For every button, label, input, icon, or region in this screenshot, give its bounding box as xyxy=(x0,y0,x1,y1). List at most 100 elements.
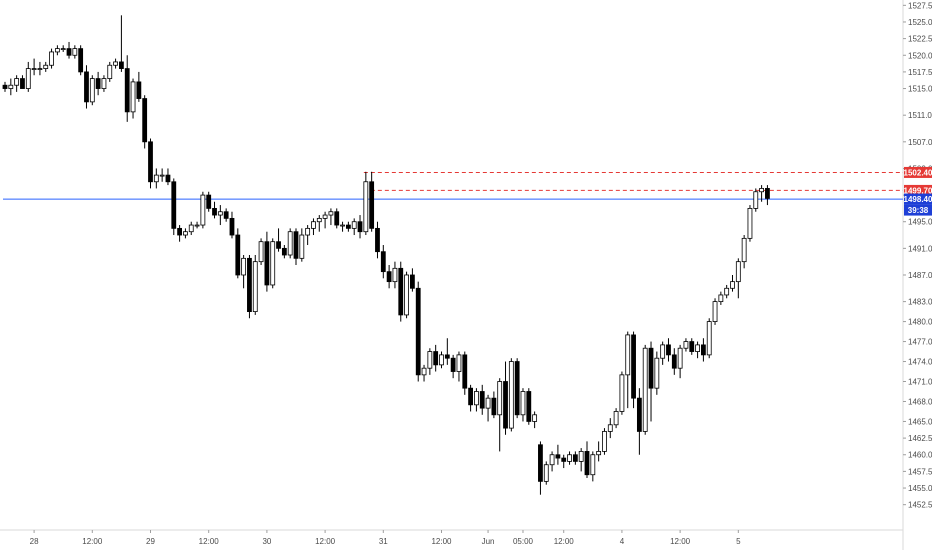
candle-down[interactable] xyxy=(479,391,485,409)
candle-up[interactable] xyxy=(130,81,136,113)
candle-up[interactable] xyxy=(730,281,735,289)
candle-up[interactable] xyxy=(49,51,54,66)
candle-down[interactable] xyxy=(206,194,212,209)
candle-up[interactable] xyxy=(113,61,118,66)
candle-up[interactable] xyxy=(14,78,20,86)
candle-down[interactable] xyxy=(171,181,177,229)
candle-down[interactable] xyxy=(765,188,770,199)
candle-up[interactable] xyxy=(543,464,549,482)
candle-up[interactable] xyxy=(299,234,305,259)
candle-up[interactable] xyxy=(404,274,409,316)
candle-up[interactable] xyxy=(31,68,37,70)
candle-down[interactable] xyxy=(636,397,642,432)
candle-down[interactable] xyxy=(84,71,89,103)
candle-up[interactable] xyxy=(497,381,503,416)
candle-up[interactable] xyxy=(322,214,328,219)
candle-up[interactable] xyxy=(316,217,322,223)
candle-down[interactable] xyxy=(584,451,590,476)
candle-up[interactable] xyxy=(683,341,689,349)
candle-up[interactable] xyxy=(43,64,49,69)
candle-up[interactable] xyxy=(724,287,730,296)
candle-down[interactable] xyxy=(2,84,8,89)
candle-down[interactable] xyxy=(148,141,153,183)
candle-up[interactable] xyxy=(706,321,712,356)
candle-up[interactable] xyxy=(741,237,747,263)
candle-up[interactable] xyxy=(37,68,43,70)
candle-down[interactable] xyxy=(380,251,386,273)
candle-down[interactable] xyxy=(212,207,217,216)
candle-up[interactable] xyxy=(60,48,66,51)
candle-down[interactable] xyxy=(503,381,508,429)
candle-down[interactable] xyxy=(526,391,532,422)
candle-up[interactable] xyxy=(363,181,369,233)
candle-down[interactable] xyxy=(177,227,183,236)
candle-up[interactable] xyxy=(677,347,683,369)
candle-down[interactable] xyxy=(119,61,124,69)
candle-up[interactable] xyxy=(642,347,648,432)
candle-up[interactable] xyxy=(654,357,660,389)
candle-down[interactable] xyxy=(136,81,142,99)
candle-up[interactable] xyxy=(252,261,258,313)
candle-down[interactable] xyxy=(66,48,72,56)
candle-up[interactable] xyxy=(328,211,334,216)
candle-up[interactable] xyxy=(613,411,619,426)
candle-up[interactable] xyxy=(596,451,602,456)
candle-up[interactable] xyxy=(107,64,113,79)
candle-down[interactable] xyxy=(689,341,695,352)
candle-up[interactable] xyxy=(200,194,206,226)
candle-down[interactable] xyxy=(334,211,340,226)
candle-down[interactable] xyxy=(398,267,404,316)
candle-down[interactable] xyxy=(415,287,421,376)
candle-down[interactable] xyxy=(247,257,252,312)
candle-down[interactable] xyxy=(229,217,235,236)
candle-up[interactable] xyxy=(217,211,223,216)
candle-down[interactable] xyxy=(514,361,520,416)
candle-down[interactable] xyxy=(468,387,474,406)
candle-down[interactable] xyxy=(648,347,654,389)
candle-up[interactable] xyxy=(305,227,311,236)
candle-down[interactable] xyxy=(433,351,439,366)
candle-up[interactable] xyxy=(153,174,159,183)
candle-up[interactable] xyxy=(735,261,741,283)
candle-up[interactable] xyxy=(183,231,188,236)
candle-up[interactable] xyxy=(101,78,107,89)
candle-down[interactable] xyxy=(78,48,84,73)
candle-up[interactable] xyxy=(747,207,753,239)
candle-up[interactable] xyxy=(188,224,194,233)
candle-down[interactable] xyxy=(276,241,281,249)
candle-down[interactable] xyxy=(572,454,578,462)
candle-up[interactable] xyxy=(607,424,613,432)
candle-down[interactable] xyxy=(165,174,171,183)
candle-up[interactable] xyxy=(421,367,427,376)
candle-up[interactable] xyxy=(695,344,700,352)
candle-up[interactable] xyxy=(241,257,247,276)
candle-up[interactable] xyxy=(549,454,555,466)
candle-up[interactable] xyxy=(258,241,264,263)
candle-up[interactable] xyxy=(602,431,607,452)
candle-down[interactable] xyxy=(95,78,101,89)
candle-up[interactable] xyxy=(625,334,631,376)
candle-up[interactable] xyxy=(351,221,357,229)
candle-up[interactable] xyxy=(287,231,293,256)
candle-down[interactable] xyxy=(235,234,241,276)
candle-up[interactable] xyxy=(89,78,95,103)
candle-up[interactable] xyxy=(590,454,596,476)
candle-down[interactable] xyxy=(375,227,380,253)
candle-up[interactable] xyxy=(759,188,764,193)
candle-up[interactable] xyxy=(712,301,718,322)
candle-up[interactable] xyxy=(72,48,78,56)
candle-up[interactable] xyxy=(340,224,345,227)
candle-up[interactable] xyxy=(8,84,14,89)
candle-up[interactable] xyxy=(159,174,165,177)
candle-up[interactable] xyxy=(439,354,444,366)
candle-down[interactable] xyxy=(538,444,543,482)
candle-down[interactable] xyxy=(701,344,706,356)
candle-down[interactable] xyxy=(450,357,456,372)
candle-down[interactable] xyxy=(671,354,677,369)
candle-up[interactable] xyxy=(508,361,514,429)
candle-up[interactable] xyxy=(427,351,433,369)
candle-down[interactable] xyxy=(444,354,450,359)
candle-up[interactable] xyxy=(392,267,398,283)
candle-up[interactable] xyxy=(311,221,316,229)
